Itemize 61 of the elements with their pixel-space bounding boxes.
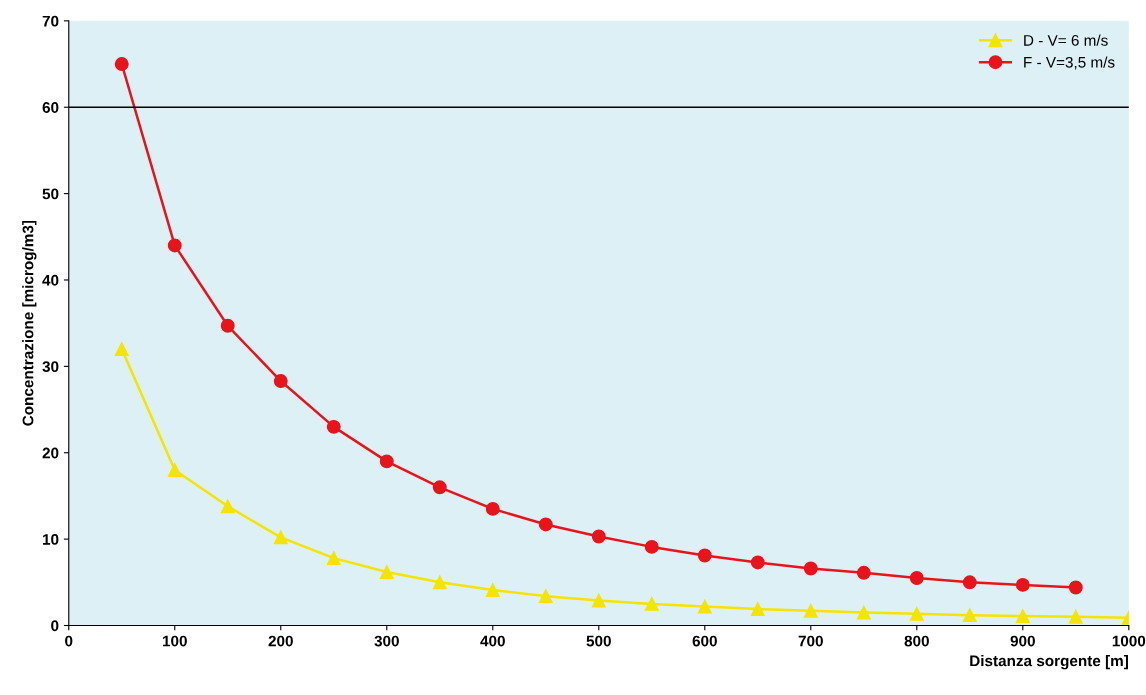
point: [750, 555, 765, 570]
point: [697, 599, 712, 614]
legend-label: F - V=3,5 m/s: [1024, 56, 1115, 70]
point: [379, 454, 394, 469]
point: [803, 603, 818, 618]
y-tick-label: 60: [42, 102, 59, 113]
y-tick-label: 50: [42, 188, 59, 200]
x-tick-label: 100: [162, 635, 187, 647]
y-tick-label: 30: [42, 361, 59, 373]
y-tick-label: 10: [43, 533, 59, 545]
point: [485, 583, 500, 598]
point: [750, 602, 765, 617]
point: [591, 529, 606, 544]
point: [856, 565, 871, 580]
point: [644, 539, 659, 554]
point: [962, 575, 977, 590]
point: [114, 342, 129, 357]
point: [591, 593, 606, 608]
point: [644, 596, 659, 611]
y-tick-label: 20: [42, 447, 59, 459]
point: [1068, 609, 1083, 624]
point: [432, 480, 447, 495]
point: [1015, 609, 1030, 623]
x-tick-label: 0: [65, 635, 73, 647]
x-tick-label: 500: [586, 635, 611, 647]
y-tick-label: 0: [51, 620, 59, 632]
point: [909, 606, 924, 621]
x-tick-label: 900: [1010, 635, 1035, 647]
point: [167, 238, 182, 253]
x-tick-label: 600: [692, 635, 717, 647]
point: [909, 571, 924, 585]
point: [856, 605, 871, 620]
point: [962, 608, 977, 623]
y-axis-title: Concentrazione [microg/m3]: [22, 220, 37, 426]
x-tick-label: 300: [374, 635, 399, 647]
point: [803, 561, 818, 576]
point: [326, 551, 341, 566]
point: [167, 463, 182, 477]
y-tick-label: 40: [42, 274, 59, 286]
point: [1068, 580, 1083, 595]
point: [379, 565, 394, 579]
point: [538, 517, 553, 532]
point: [1015, 577, 1030, 592]
legend-label: D - V= 6 m/s: [1024, 34, 1108, 46]
point: [485, 501, 500, 516]
point: [273, 530, 288, 545]
point: [273, 374, 288, 388]
x-axis-title: Distanza sorgente [m]: [970, 655, 1128, 670]
point: [538, 589, 553, 604]
x-tick-label: 800: [904, 635, 929, 647]
point: [432, 575, 447, 590]
x-tick-label: 400: [480, 635, 505, 647]
point: [220, 318, 235, 333]
y-tick-label: 70: [42, 15, 59, 27]
point: [220, 499, 235, 514]
x-tick-label: 700: [798, 635, 823, 647]
point: [326, 419, 341, 434]
x-tick-label: 200: [268, 635, 293, 647]
point: [114, 57, 129, 71]
point: [697, 548, 712, 563]
x-tick-label: 1000: [1112, 635, 1146, 647]
